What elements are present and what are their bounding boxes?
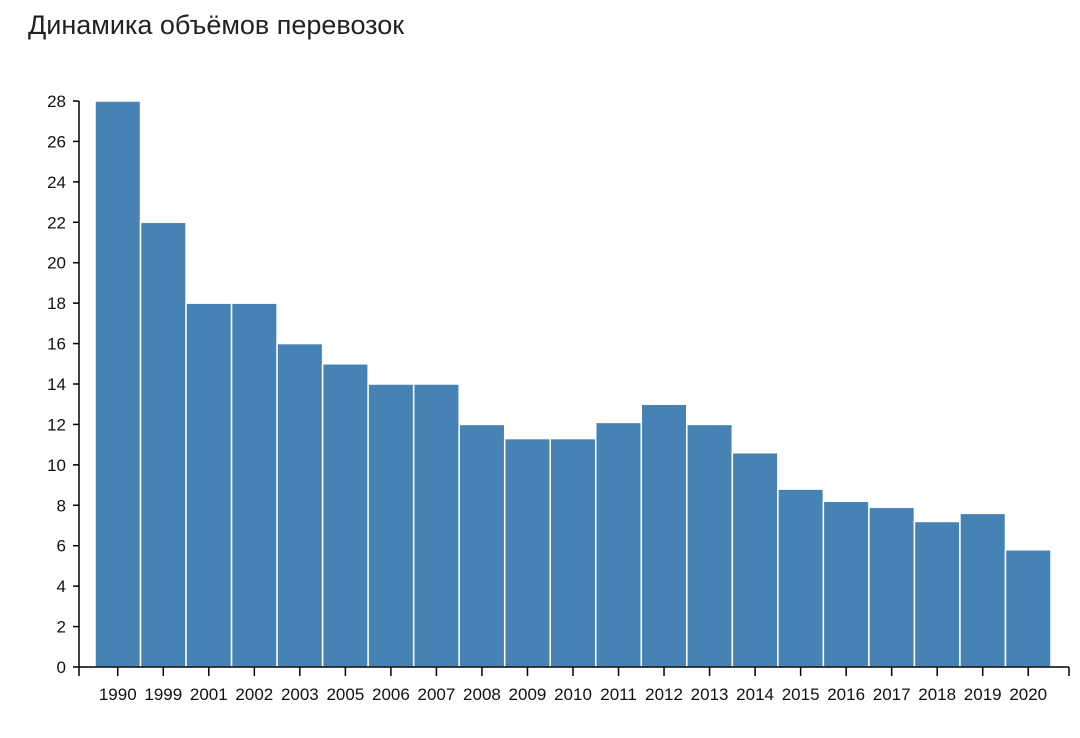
x-tick-label-2014: 2014 xyxy=(736,685,774,704)
bar-2007 xyxy=(412,383,460,668)
chart-title: Динамика объёмов перевозок xyxy=(28,10,405,40)
x-tick-label-2005: 2005 xyxy=(326,685,364,704)
bar-1990 xyxy=(94,100,142,668)
y-tick-label-26: 26 xyxy=(47,132,66,151)
x-tick-label-2012: 2012 xyxy=(645,685,683,704)
y-tick-label-0: 0 xyxy=(57,658,66,677)
x-tick-label-2020: 2020 xyxy=(1009,685,1047,704)
x-tick-label-2010: 2010 xyxy=(554,685,592,704)
y-tick-label-22: 22 xyxy=(47,213,66,232)
x-tick-label-1990: 1990 xyxy=(99,685,137,704)
bar-2001 xyxy=(185,302,233,668)
bar-2006 xyxy=(367,383,415,668)
bar-2014 xyxy=(731,451,779,668)
y-tick-label-14: 14 xyxy=(47,375,66,394)
bar-2015 xyxy=(777,488,825,668)
bar-2011 xyxy=(595,421,643,668)
bar-2009 xyxy=(503,437,551,668)
x-tick-label-2006: 2006 xyxy=(372,685,410,704)
x-tick-label-2008: 2008 xyxy=(463,685,501,704)
x-tick-label-2016: 2016 xyxy=(827,685,865,704)
y-tick-label-4: 4 xyxy=(57,577,66,596)
x-tick-label-2009: 2009 xyxy=(509,685,547,704)
bars-group xyxy=(94,100,1052,668)
x-tick-label-1999: 1999 xyxy=(144,685,182,704)
y-tick-label-28: 28 xyxy=(47,92,66,111)
y-tick-label-24: 24 xyxy=(47,173,66,192)
y-tick-label-8: 8 xyxy=(57,496,66,515)
x-tick-label-2017: 2017 xyxy=(873,685,911,704)
y-tick-label-10: 10 xyxy=(47,456,66,475)
bar-2017 xyxy=(868,506,916,668)
x-tick-label-2007: 2007 xyxy=(418,685,456,704)
y-tick-label-12: 12 xyxy=(47,415,66,434)
bar-2012 xyxy=(640,403,688,668)
bar-2010 xyxy=(549,437,597,668)
bar-2005 xyxy=(321,363,369,668)
bar-1999 xyxy=(139,221,187,668)
bar-2008 xyxy=(458,423,506,668)
bar-2020 xyxy=(1004,549,1052,668)
x-tick-label-2018: 2018 xyxy=(918,685,956,704)
x-tick-label-2011: 2011 xyxy=(600,685,637,704)
y-tick-label-18: 18 xyxy=(47,294,66,313)
x-tick-label-2003: 2003 xyxy=(281,685,319,704)
y-tick-label-20: 20 xyxy=(47,254,66,273)
bar-2003 xyxy=(276,342,324,668)
bar-2018 xyxy=(913,520,961,668)
x-tick-label-2013: 2013 xyxy=(691,685,729,704)
bar-2016 xyxy=(822,500,870,668)
x-tick-label-2015: 2015 xyxy=(782,685,820,704)
y-tick-label-16: 16 xyxy=(47,335,66,354)
bar-2013 xyxy=(686,423,734,668)
x-tick-label-2001: 2001 xyxy=(190,685,228,704)
x-tick-label-2002: 2002 xyxy=(235,685,273,704)
x-axis: 1990 1999 2001 2002 2003 2005 2006 2007 2008 2009… xyxy=(78,666,1070,704)
bar-2002 xyxy=(230,302,278,668)
bar-2019 xyxy=(959,512,1007,668)
x-tick-label-2019: 2019 xyxy=(964,685,1002,704)
y-tick-label-6: 6 xyxy=(57,537,66,556)
y-tick-label-2: 2 xyxy=(57,618,66,637)
